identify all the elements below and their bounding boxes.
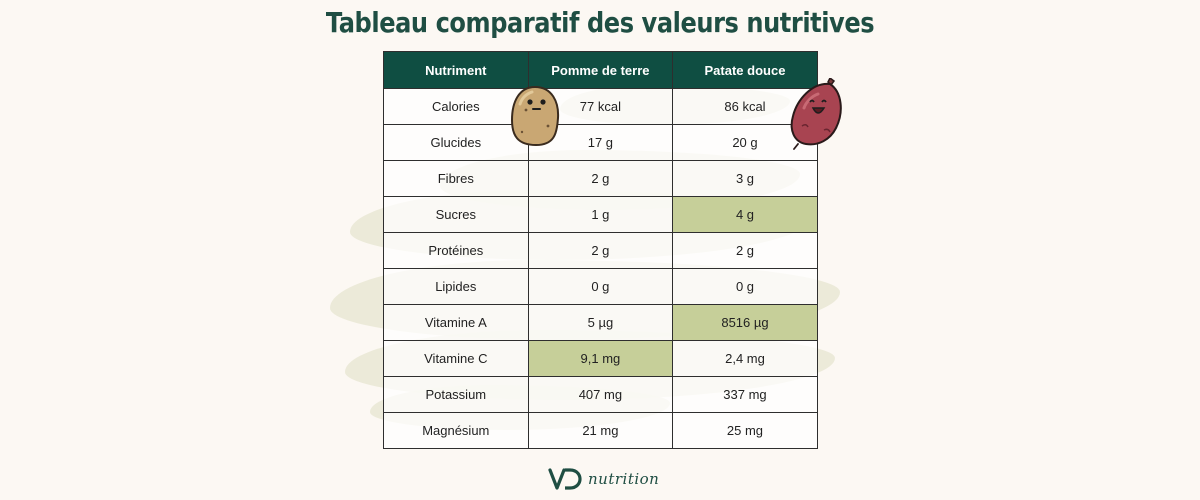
potato-value-cell: 21 mg bbox=[527, 412, 674, 449]
sweet-potato-character-icon bbox=[784, 76, 846, 155]
table-row: Potassium 407 mg 337 mg bbox=[383, 376, 818, 413]
nutrient-cell: Vitamine C bbox=[383, 340, 529, 377]
table-row: Vitamine C 9,1 mg 2,4 mg bbox=[383, 340, 818, 377]
potato-value-cell: 0 g bbox=[527, 268, 674, 305]
sweet-potato-value-cell: 337 mg bbox=[672, 376, 818, 413]
potato-value-cell: 1 g bbox=[527, 196, 674, 233]
potato-value-cell: 5 µg bbox=[527, 304, 674, 341]
potato-value-cell-highlighted: 9,1 mg bbox=[527, 340, 674, 377]
logo-wordmark: nutrition bbox=[588, 470, 660, 488]
nutrient-cell: Protéines bbox=[383, 232, 529, 269]
nutrient-cell: Sucres bbox=[383, 196, 529, 233]
potato-value-cell: 2 g bbox=[527, 232, 674, 269]
nutrient-cell: Potassium bbox=[383, 376, 529, 413]
nutrient-cell: Calories bbox=[383, 88, 529, 125]
table-row: Protéines 2 g 2 g bbox=[383, 232, 818, 269]
table-row: Vitamine A 5 µg 8516 µg bbox=[383, 304, 818, 341]
nutrient-cell: Glucides bbox=[383, 124, 529, 161]
table-row: Magnésium 21 mg 25 mg bbox=[383, 412, 818, 449]
nutrition-table: Nutriment Pomme de terre Patate douce Ca… bbox=[383, 51, 818, 449]
potato-character-icon bbox=[508, 84, 562, 153]
sweet-potato-value-cell-highlighted: 4 g bbox=[672, 196, 818, 233]
sweet-potato-value-cell: 0 g bbox=[672, 268, 818, 305]
sweet-potato-value-cell: 25 mg bbox=[672, 412, 818, 449]
column-header: Nutriment bbox=[383, 51, 529, 89]
table-row: Glucides 17 g 20 g bbox=[383, 124, 818, 161]
brand-logo: nutrition bbox=[548, 464, 660, 494]
nutrient-cell: Fibres bbox=[383, 160, 529, 197]
sweet-potato-value-cell: 3 g bbox=[672, 160, 818, 197]
sweet-potato-value-cell-highlighted: 8516 µg bbox=[672, 304, 818, 341]
page-title: Tableau comparatif des valeurs nutritive… bbox=[325, 6, 875, 39]
nutrient-cell: Magnésium bbox=[383, 412, 529, 449]
sweet-potato-value-cell: 2 g bbox=[672, 232, 818, 269]
table-header-row: Nutriment Pomme de terre Patate douce bbox=[383, 51, 818, 89]
column-header: Pomme de terre bbox=[527, 51, 674, 89]
vd-logo-icon bbox=[548, 467, 582, 491]
table-row: Fibres 2 g 3 g bbox=[383, 160, 818, 197]
sweet-potato-value-cell: 2,4 mg bbox=[672, 340, 818, 377]
potato-value-cell: 407 mg bbox=[527, 376, 674, 413]
potato-value-cell: 2 g bbox=[527, 160, 674, 197]
table-row: Calories 77 kcal 86 kcal bbox=[383, 88, 818, 125]
nutrient-cell: Vitamine A bbox=[383, 304, 529, 341]
nutrient-cell: Lipides bbox=[383, 268, 529, 305]
table-row: Sucres 1 g 4 g bbox=[383, 196, 818, 233]
table-row: Lipides 0 g 0 g bbox=[383, 268, 818, 305]
